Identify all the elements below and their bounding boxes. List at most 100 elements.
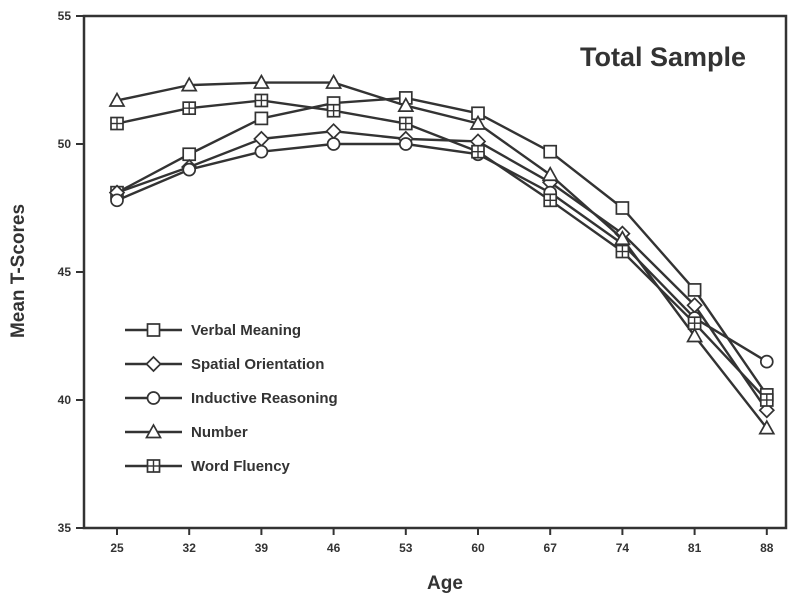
legend-label: Number <box>191 424 248 441</box>
data-point <box>615 201 630 215</box>
series-word-fluency <box>110 93 774 407</box>
legend-item-spatial-orientation: Spatial Orientation <box>125 355 324 373</box>
diamond-marker-shape <box>325 122 342 140</box>
triangle-marker-shape <box>180 76 198 92</box>
x-tick-label: 46 <box>327 541 341 555</box>
triangle-marker-shape <box>758 419 776 435</box>
legend-marker <box>146 323 161 337</box>
data-point <box>469 114 487 130</box>
series-line-word-fluency <box>116 99 768 401</box>
square-marker-shape <box>687 283 702 297</box>
data-point <box>543 193 558 208</box>
series-spatial-orientation <box>108 122 776 419</box>
square-marker-shape <box>254 111 269 126</box>
triangle-marker-shape <box>145 423 162 439</box>
legend-item-word-fluency: Word Fluency <box>125 458 291 475</box>
x-tick-label: 53 <box>399 541 413 555</box>
legend: Verbal Meaning Spatial Orientation Inducti… <box>125 322 338 475</box>
legend-marker <box>145 423 162 439</box>
triangle-marker-shape <box>469 114 487 130</box>
legend-item-verbal-meaning: Verbal Meaning <box>125 322 301 339</box>
legend-item-inductive-reasoning: Inductive Reasoning <box>125 390 338 407</box>
axes: 35 40 45 50 55 25 32 39 46 53 60 67 74 81 88 <box>58 9 788 555</box>
data-point <box>254 111 269 126</box>
data-point <box>543 144 558 159</box>
data-point <box>326 103 341 118</box>
legend-marker <box>146 459 161 473</box>
y-tick-label: 45 <box>58 265 72 279</box>
plot-frame <box>82 14 788 530</box>
legend-label: Verbal Meaning <box>191 322 301 339</box>
circle-marker-shape <box>146 391 161 405</box>
triangle-marker-shape <box>325 73 343 89</box>
circle-marker-shape <box>110 193 124 208</box>
data-point <box>253 130 270 148</box>
data-point <box>254 93 269 108</box>
triangle-marker-shape <box>541 165 559 182</box>
data-point <box>182 101 197 116</box>
legend-marker <box>145 355 162 373</box>
legend-item-number: Number <box>125 423 248 441</box>
legend-label: Inductive Reasoning <box>191 390 338 407</box>
triangle-marker-shape <box>252 73 270 89</box>
x-tick-label: 74 <box>616 541 630 555</box>
circle-marker-shape <box>182 162 197 177</box>
diamond-marker-shape <box>253 130 270 148</box>
x-tick-label: 39 <box>255 541 269 555</box>
triangle-marker-shape <box>397 96 415 112</box>
data-point <box>541 165 559 182</box>
x-tick-label: 88 <box>760 541 774 555</box>
triangle-marker-shape <box>686 327 704 343</box>
data-point <box>398 116 413 131</box>
data-point <box>254 144 269 159</box>
triangle-marker-shape <box>613 229 631 246</box>
data-point <box>687 316 702 331</box>
data-point <box>759 354 774 369</box>
data-point <box>182 162 197 177</box>
chart-title: Total Sample <box>580 42 746 72</box>
series-line-verbal-meaning <box>116 96 768 396</box>
data-point <box>397 96 415 112</box>
data-point <box>686 327 704 343</box>
series-line-number <box>116 81 768 429</box>
x-tick-label: 81 <box>688 541 702 555</box>
diamond-marker-shape <box>145 355 162 373</box>
data-point <box>108 91 126 107</box>
x-tick-label: 32 <box>183 541 197 555</box>
y-tick-label: 40 <box>58 393 72 407</box>
data-point <box>182 147 197 162</box>
series-line-inductive-reasoning <box>116 142 768 363</box>
triangle-marker-shape <box>108 91 126 107</box>
legend-label: Word Fluency <box>191 458 291 475</box>
legend-marker <box>146 391 161 405</box>
data-point <box>758 419 776 435</box>
circle-marker-shape <box>254 144 269 159</box>
data-point <box>326 137 341 151</box>
y-axis-title: Mean T-Scores <box>8 204 29 338</box>
y-tick-label: 50 <box>58 137 72 151</box>
circle-marker-shape <box>759 354 774 369</box>
data-point <box>759 393 774 407</box>
square-marker-shape <box>182 147 197 162</box>
square-marker-shape <box>615 201 630 215</box>
data-point <box>613 229 631 246</box>
data-point <box>325 73 343 89</box>
square-marker-shape <box>543 144 558 159</box>
data-point <box>110 116 124 131</box>
y-tick-label: 35 <box>58 521 72 535</box>
data-point <box>252 73 270 89</box>
x-tick-label: 25 <box>110 541 124 555</box>
data-point <box>110 193 124 208</box>
circle-marker-shape <box>398 137 413 151</box>
data-point <box>687 283 702 297</box>
square-marker-shape <box>146 323 161 337</box>
x-tick-label: 60 <box>471 541 485 555</box>
legend-label: Spatial Orientation <box>191 356 324 373</box>
data-point <box>615 244 630 259</box>
circle-marker-shape <box>326 137 341 151</box>
series-number <box>108 73 776 435</box>
x-axis-title: Age <box>427 573 463 593</box>
data-point <box>325 122 342 140</box>
x-tick-label: 67 <box>544 541 558 555</box>
